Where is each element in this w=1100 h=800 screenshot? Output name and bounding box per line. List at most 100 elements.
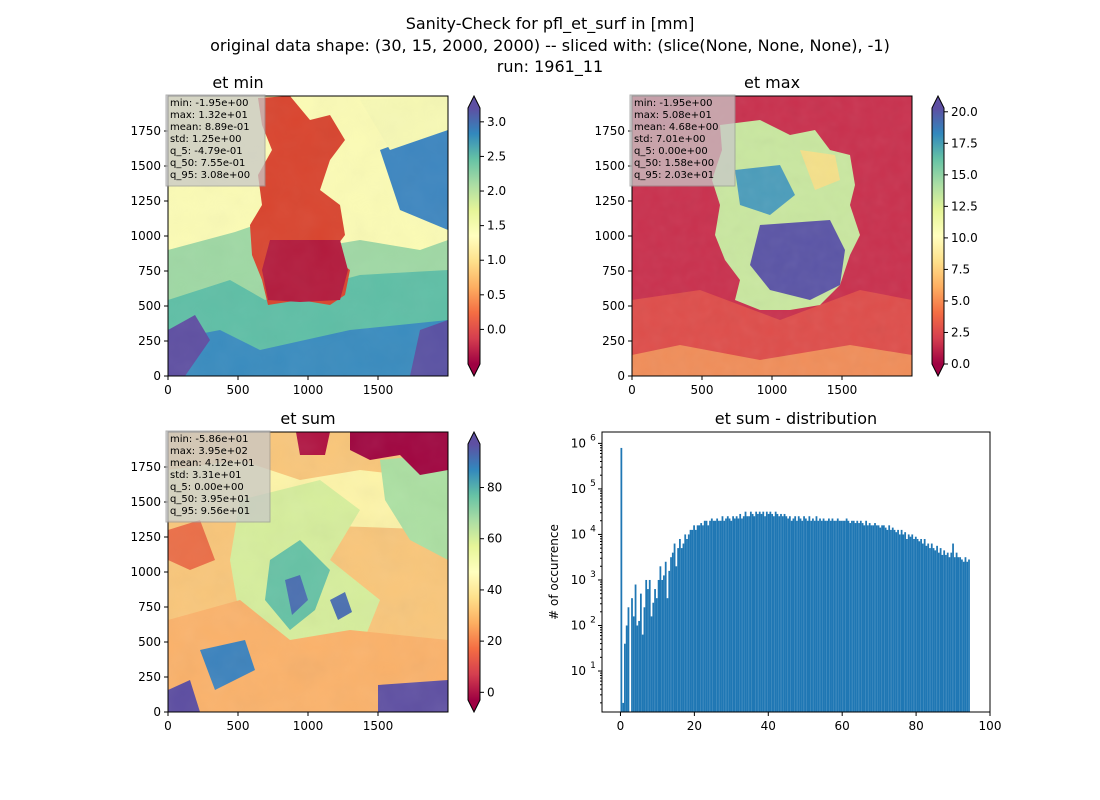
histogram-bar [824,520,827,712]
histogram-bar [929,548,931,712]
histogram-bar [780,513,782,712]
histogram-bar [787,518,789,712]
histogram-bar [813,520,816,712]
y-tick-exponent: 3 [590,570,596,580]
histogram-bar [893,529,896,712]
histogram-bar [730,520,733,712]
histogram-bar [907,534,910,712]
histogram-bar [650,616,653,712]
histogram-bar [923,538,926,712]
histogram-bar [652,602,655,712]
histogram-bar [783,513,786,712]
histogram-bar [863,525,866,712]
y-tick-label: 500 [602,299,625,313]
histogram-bar [721,516,724,712]
histogram-bar [631,598,633,712]
stat-line: q_95: 2.03e+01 [634,170,714,181]
y-tick-base: 10 [571,664,586,678]
histogram-bar [638,620,640,712]
y-tick-label: 500 [138,299,161,313]
y-tick-base: 10 [571,527,586,541]
histogram-bar [705,520,708,712]
histogram-bar [828,518,830,712]
stat-line: std: 7.01e+00 [634,134,706,145]
x-tick-label: 500 [227,719,250,733]
colorbar-tick-label: 0.0 [951,357,970,371]
x-tick-label: 1000 [293,383,324,397]
histogram-bar [755,511,758,712]
histogram-bar [902,534,905,712]
y-tick-label: 1000 [594,229,625,243]
y-tick-label: 1250 [594,194,625,208]
histogram-bar [953,557,956,712]
histogram-bar [932,548,935,712]
histogram-bar [843,520,846,712]
histogram-bar [796,520,798,712]
histogram-bar [870,525,873,712]
histogram-bar [726,516,729,712]
histogram-bar [725,518,727,712]
x-tick-label: 0 [617,719,625,733]
histogram-bar [668,570,671,712]
colorbar-et-sum: 0 20 40 60 80 [467,430,502,714]
y-tick-exponent: 2 [590,615,596,625]
histogram-bar [799,518,802,712]
histogram-bar [758,511,761,712]
x-tick-label: 1500 [363,719,394,733]
histogram-bar [625,625,628,712]
histogram-bar [838,520,841,712]
y-tick-label: 0 [153,705,161,719]
histogram-bar [735,516,738,712]
histogram-bar [748,516,750,712]
histogram-bar [744,511,747,712]
histogram-bar [806,520,809,712]
histogram-bar [648,579,651,712]
x-tick-label: 1000 [293,719,324,733]
histogram-bar [663,575,665,712]
histogram-bar [817,520,820,712]
histogram-bar [765,511,768,712]
histogram-bar [757,513,759,712]
histogram-bar [679,538,681,712]
stat-line: max: 1.32e+01 [170,110,248,121]
y-tick-label: 250 [602,334,625,348]
histogram-bar [781,516,784,712]
stat-line: max: 5.08e+01 [634,110,712,121]
x-tick-label: 60 [835,719,850,733]
histogram-bar [877,525,880,712]
stat-line: min: -1.95e+00 [170,98,249,109]
histogram-bar [639,593,642,712]
y-tick-label: 10 [571,527,586,541]
y-tick-label: 1000 [130,229,161,243]
y-tick-label: 250 [138,334,161,348]
y-tick-exponent: 1 [590,661,596,671]
histogram-bar [764,516,766,712]
histogram-bar [888,525,891,712]
histogram-bar [886,529,889,712]
histogram-bar [890,529,892,712]
stats-box-et-sum: min: -5.86e+01 max: 3.95e+02 mean: 4.12e… [165,430,271,523]
histogram-bar [946,552,949,712]
histogram-bar [966,561,969,712]
histogram-bar [680,548,683,712]
histogram-bar [925,545,928,712]
histogram-bar [804,518,807,712]
histogram-bar [659,566,662,712]
histogram-bar [852,520,855,712]
y-tick-base: 10 [571,482,586,496]
histogram-bar [769,511,772,712]
histogram-bar [819,518,821,712]
histogram-bar [741,518,743,712]
histogram-bar [922,543,924,712]
histogram-bar [794,516,797,712]
figure-title-line-3: run: 1961_11 [497,57,603,77]
histogram-bar [675,566,678,712]
colorbar-tick-label: 7.5 [951,262,970,276]
histogram-bar [939,548,942,712]
colorbar-tick-label: 40 [487,583,502,597]
histogram-bar [767,513,770,712]
histogram-bar [627,607,630,712]
y-tick-label: 1000 [130,565,161,579]
histogram-bar [916,538,919,712]
panel-title-distribution: et sum - distribution [715,409,877,428]
